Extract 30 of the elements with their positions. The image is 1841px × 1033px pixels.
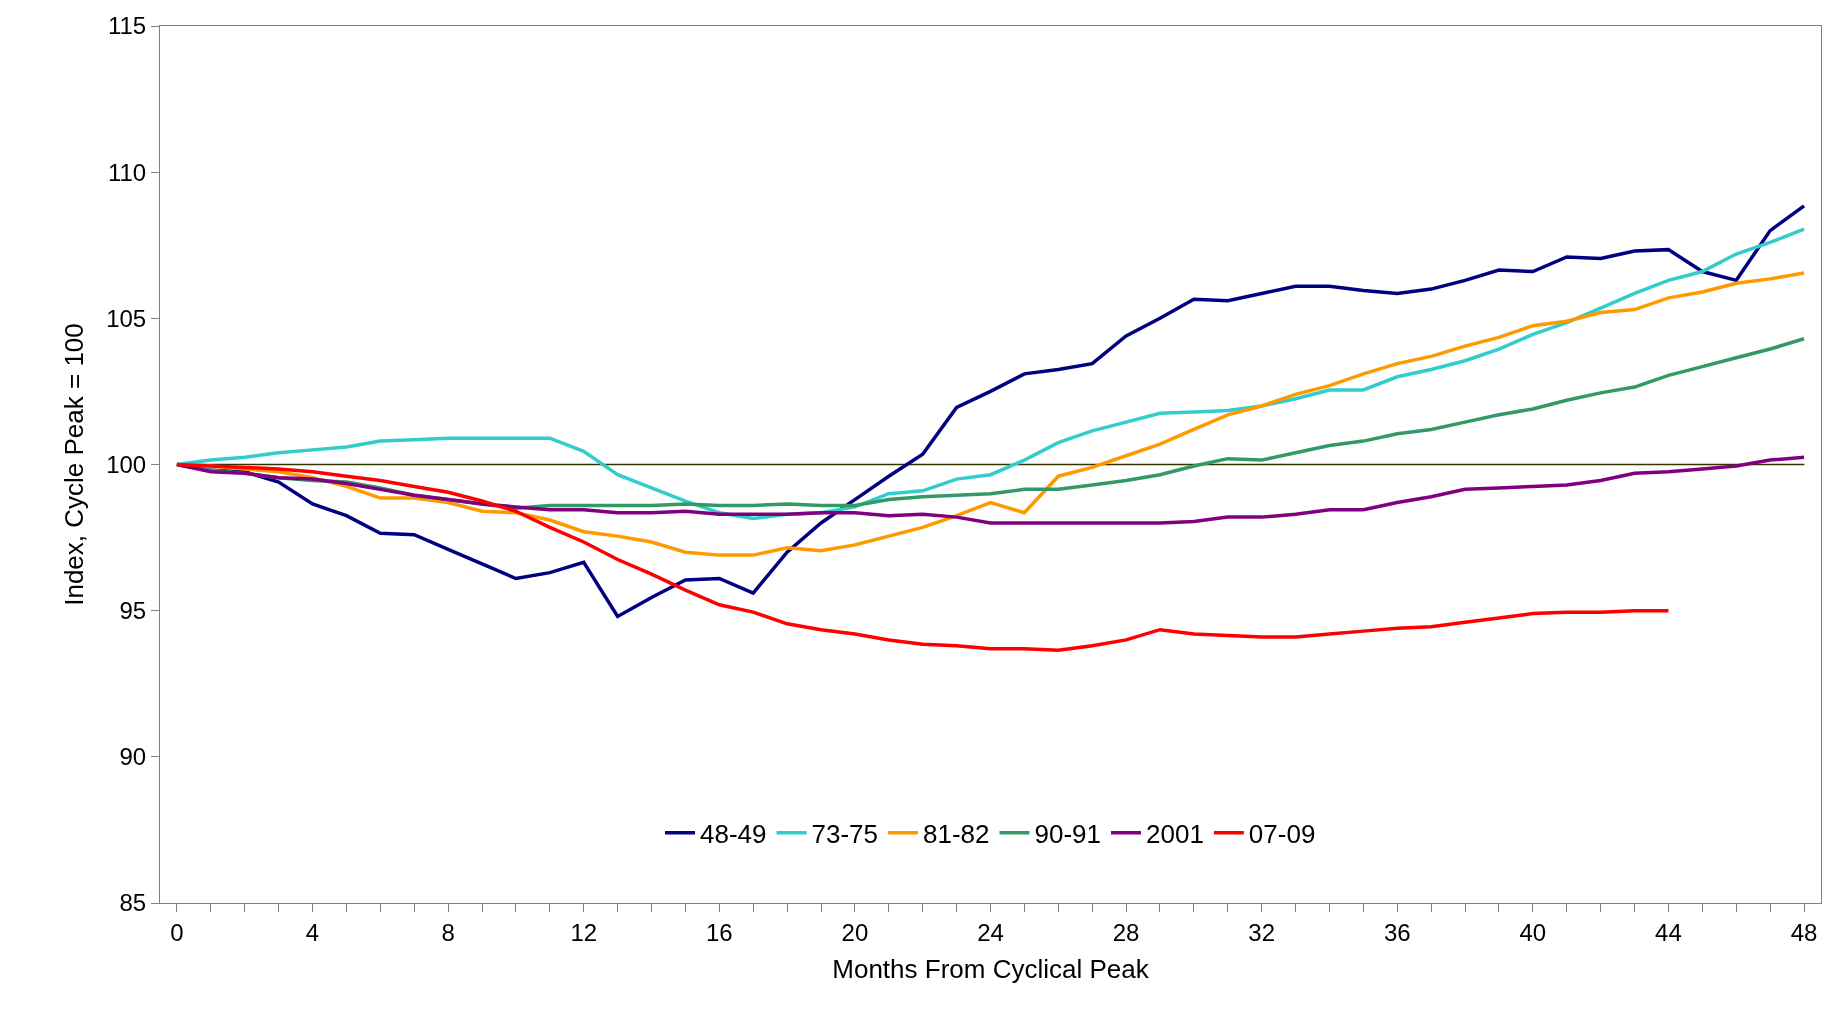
x-tick-label: 32	[1248, 918, 1276, 946]
line-series	[175, 455, 1806, 525]
x-tick-label: 40	[1519, 918, 1547, 946]
legend-label: 81-82	[923, 818, 990, 849]
line-series	[175, 462, 1671, 652]
y-tick-label: 95	[119, 597, 147, 625]
legend-label: 48-49	[700, 818, 767, 849]
x-tick-label: 16	[705, 918, 733, 946]
y-tick-label: 115	[107, 12, 147, 40]
y-tick-label: 110	[107, 158, 147, 186]
x-tick-label: 36	[1383, 918, 1411, 946]
x-tick-label: 28	[1112, 918, 1140, 946]
y-tick-label: 85	[119, 889, 147, 917]
legend-label: 73-75	[811, 818, 878, 849]
x-tick-label: 4	[305, 918, 320, 946]
x-axis-title: Months From Cyclical Peak	[832, 954, 1150, 985]
legend-label: 90-91	[1034, 818, 1101, 849]
x-tick-label: 12	[570, 918, 598, 946]
x-tick-label: 44	[1655, 918, 1682, 946]
x-tick-label: 48	[1790, 918, 1818, 946]
y-tick-label: 100	[106, 450, 147, 478]
x-tick-label: 8	[441, 918, 455, 946]
y-tick-label: 105	[106, 304, 147, 332]
legend-label: 2001	[1146, 818, 1204, 849]
y-axis-title: Index, Cycle Peak = 100	[58, 323, 89, 606]
x-tick-label: 20	[841, 918, 869, 946]
y-tick-label: 90	[119, 743, 147, 771]
x-tick-label: 24	[977, 918, 1004, 946]
legend-label: 07-09	[1248, 818, 1316, 849]
x-tick-label: 0	[170, 918, 184, 946]
